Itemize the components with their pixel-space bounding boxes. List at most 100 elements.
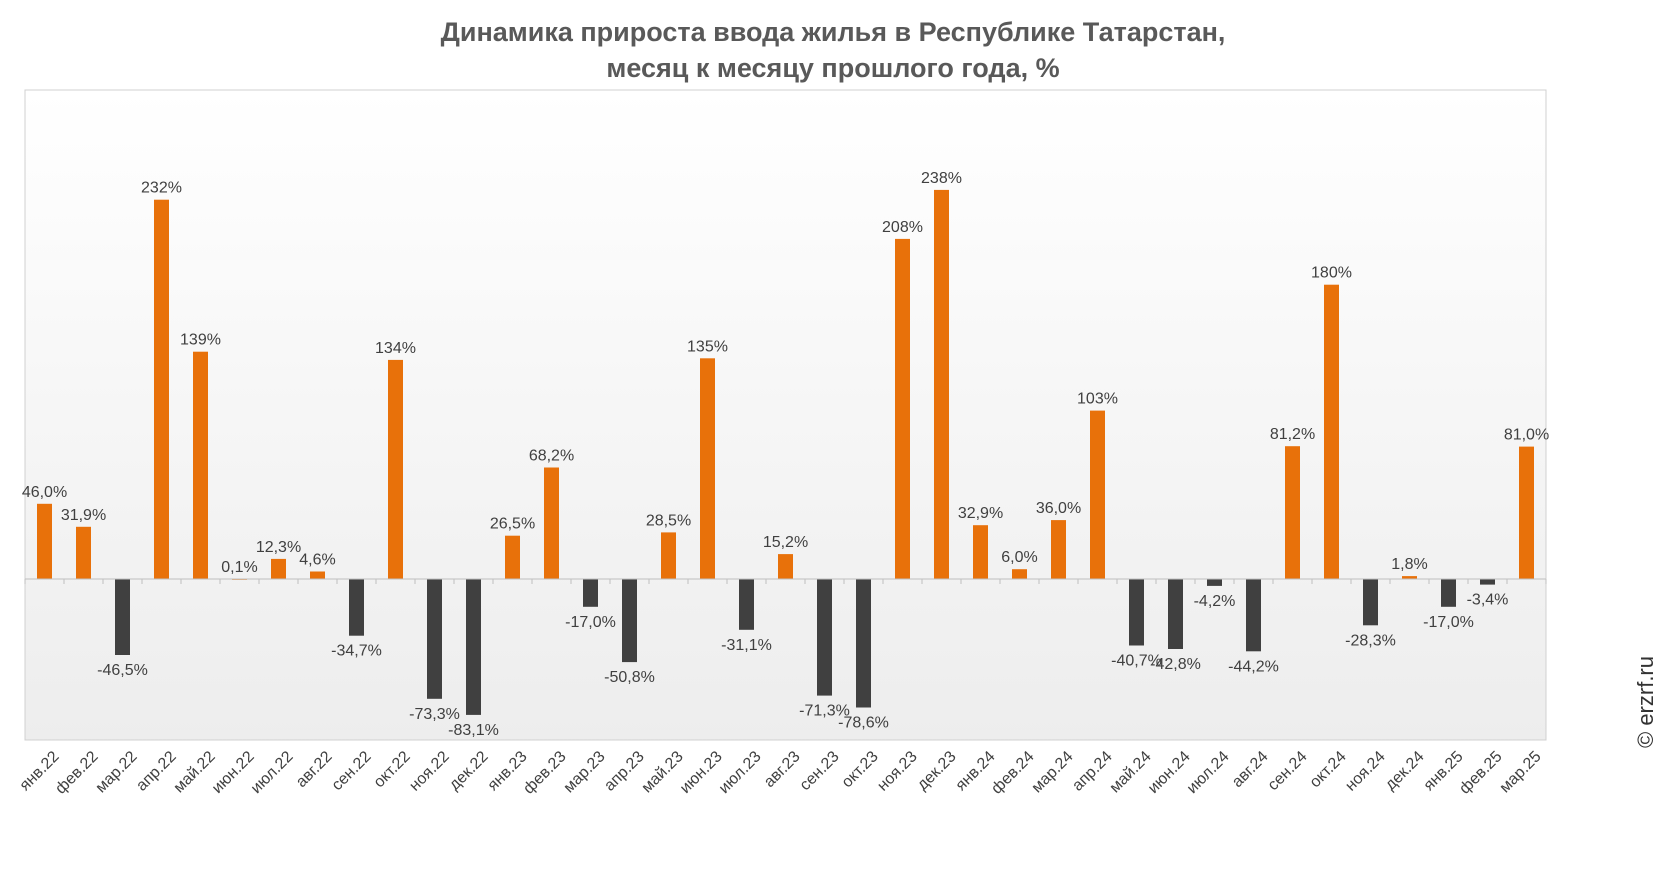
category-label: авг.24 <box>1229 748 1272 791</box>
bar-сен.24 <box>1285 446 1300 579</box>
bar-окт.22 <box>388 359 403 579</box>
data-label: -34,7% <box>331 643 382 660</box>
category-label: июл.24 <box>1184 748 1233 797</box>
data-label: 81,2% <box>1270 426 1315 443</box>
data-label: 208% <box>882 219 923 236</box>
bar-фев.22 <box>76 526 91 579</box>
category-label: ноя.23 <box>874 748 920 794</box>
data-label: 32,9% <box>958 505 1003 522</box>
bar-ноя.24 <box>1363 579 1378 626</box>
category-label: июн.24 <box>1145 748 1194 797</box>
category-label: фев.22 <box>52 748 101 797</box>
data-label: 81,0% <box>1504 427 1549 444</box>
data-label: 26,5% <box>490 516 535 533</box>
bar-ноя.23 <box>895 238 910 579</box>
bar-июн.23 <box>700 358 715 579</box>
data-label: -40,7% <box>1111 653 1162 670</box>
category-label: мар.24 <box>1029 748 1077 796</box>
bar-июн.24 <box>1168 579 1183 649</box>
bar-ноя.22 <box>427 579 442 699</box>
bar-май.23 <box>661 532 676 579</box>
data-label: 139% <box>180 332 221 349</box>
data-label: 15,2% <box>763 534 808 551</box>
data-label: 68,2% <box>529 448 574 465</box>
category-label: дек.24 <box>1382 748 1428 794</box>
bar-июл.22 <box>271 558 286 579</box>
data-label: -17,0% <box>1423 614 1474 631</box>
data-label: 238% <box>921 170 962 187</box>
category-label: авг.23 <box>761 748 804 791</box>
category-label: фев.25 <box>1456 748 1505 797</box>
bar-мар.24 <box>1051 520 1066 579</box>
data-label: 134% <box>375 340 416 357</box>
chart-title-line-2: месяц к месяцу прошлого года, % <box>606 53 1060 83</box>
bar-янв.25 <box>1441 579 1456 607</box>
category-label: фев.24 <box>988 748 1037 797</box>
bar-апр.23 <box>622 579 637 663</box>
category-label: май.22 <box>171 748 219 796</box>
watermark: © erzrf.ru <box>1633 656 1658 748</box>
bar-июл.24 <box>1207 579 1222 586</box>
bar-сен.22 <box>349 579 364 636</box>
category-label: сен.23 <box>797 748 843 794</box>
category-label: фев.23 <box>520 748 569 797</box>
data-label: -50,8% <box>604 669 655 686</box>
bar-май.24 <box>1129 579 1144 646</box>
bar-окт.24 <box>1324 284 1339 579</box>
bar-авг.23 <box>778 554 793 579</box>
bar-май.22 <box>193 351 208 579</box>
category-label: мар.23 <box>561 748 609 796</box>
category-label: дек.22 <box>446 748 492 794</box>
bar-июл.23 <box>739 579 754 630</box>
data-label: 36,0% <box>1036 500 1081 517</box>
data-label: 1,8% <box>1391 556 1427 573</box>
data-label: 0,1% <box>221 559 257 576</box>
bar-дек.23 <box>934 189 949 579</box>
bar-авг.24 <box>1246 579 1261 652</box>
category-label: июн.23 <box>677 748 726 797</box>
data-label: 135% <box>687 338 728 355</box>
category-label: июл.23 <box>716 748 765 797</box>
bar-янв.24 <box>973 525 988 579</box>
bar-фев.24 <box>1012 569 1027 579</box>
data-label: 232% <box>141 180 182 197</box>
bar-мар.25 <box>1519 446 1534 579</box>
bar-дек.22 <box>466 579 481 715</box>
data-label: -28,3% <box>1345 632 1396 649</box>
data-label: 46,0% <box>22 484 67 501</box>
data-label: 31,9% <box>61 507 106 524</box>
category-label: ноя.24 <box>1342 748 1388 794</box>
data-label: -73,3% <box>409 706 460 723</box>
bar-фев.23 <box>544 467 559 579</box>
data-label: 180% <box>1311 265 1352 282</box>
data-label: -44,2% <box>1228 658 1279 675</box>
category-label: июн.22 <box>209 748 258 797</box>
bar-янв.23 <box>505 535 520 579</box>
bar-апр.24 <box>1090 410 1105 579</box>
category-label: ноя.22 <box>406 748 452 794</box>
data-label: 6,0% <box>1001 549 1037 566</box>
bar-апр.22 <box>154 199 169 579</box>
data-label: -17,0% <box>565 614 616 631</box>
data-label: -31,1% <box>721 637 772 654</box>
data-label: 28,5% <box>646 512 691 529</box>
bar-дек.24 <box>1402 576 1417 579</box>
data-label: -78,6% <box>838 715 889 732</box>
bar-мар.23 <box>583 579 598 607</box>
bar-янв.22 <box>37 503 52 579</box>
category-label: авг.22 <box>293 748 336 791</box>
plot-area <box>24 89 1547 741</box>
category-label: дек.23 <box>914 748 960 794</box>
data-label: -3,4% <box>1467 592 1509 609</box>
data-label: -4,2% <box>1194 593 1236 610</box>
data-label: -46,5% <box>97 662 148 679</box>
category-label: сен.24 <box>1265 748 1311 794</box>
data-label: 12,3% <box>256 539 301 556</box>
bar-фев.25 <box>1480 579 1495 585</box>
data-label: -83,1% <box>448 722 499 739</box>
data-label: 103% <box>1077 391 1118 408</box>
bar-окт.23 <box>856 579 871 708</box>
data-label: -42,8% <box>1150 656 1201 673</box>
chart-title-line-1: Динамика прироста ввода жилья в Республи… <box>440 17 1226 47</box>
